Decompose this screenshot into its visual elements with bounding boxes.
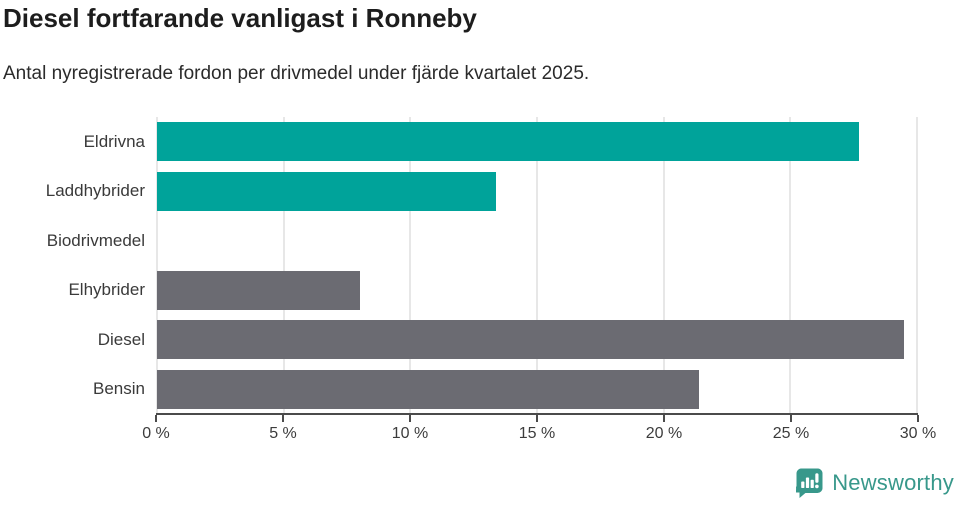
newsworthy-chart-speech-bubble-icon <box>796 468 823 498</box>
chart-title: Diesel fortfarande vanligast i Ronneby <box>3 3 477 33</box>
x-axis-tick-0 <box>155 415 157 422</box>
x-axis-tick-25 <box>790 415 792 422</box>
x-axis-tick-label-0: 0 % <box>142 425 170 442</box>
category-label-diesel: Diesel <box>97 329 145 349</box>
x-axis-tick-15 <box>536 415 538 422</box>
category-label-biodrivmedel: Biodrivmedel <box>46 230 145 250</box>
category-label-elhybrider: Elhybrider <box>68 280 145 300</box>
gridline-0 <box>156 117 158 414</box>
gridline-30 <box>916 117 918 414</box>
bar-diesel <box>157 320 905 360</box>
bar-eldrivna <box>157 122 859 162</box>
x-axis-tick-label-10: 10 % <box>391 425 429 442</box>
x-axis-tick-label-15: 15 % <box>518 425 556 442</box>
newsworthy-logo-link[interactable]: Newsworthy <box>796 468 954 498</box>
x-axis-tick-30 <box>917 415 919 422</box>
x-axis-tick-10 <box>409 415 411 422</box>
category-label-bensin: Bensin <box>93 379 145 399</box>
x-axis-tick-label-25: 25 % <box>772 425 810 442</box>
x-axis-tick-20 <box>663 415 665 422</box>
x-axis: 0 % 5 % 10 % 15 % 20 % 25 % 30 % <box>142 413 936 455</box>
gridline-5 <box>282 117 285 414</box>
gridline-20 <box>662 117 665 414</box>
gridline-10 <box>409 117 412 414</box>
x-axis-tick-label-20: 20 % <box>645 425 683 442</box>
newsworthy-wordmark: Newsworthy <box>832 470 954 495</box>
category-label-eldrivna: Eldrivna <box>83 131 145 151</box>
y-axis-labels: Eldrivna Laddhybrider Biodrivmedel Elhybrid… <box>0 117 145 414</box>
bar-bensin <box>157 369 700 409</box>
x-axis-tick-label-5: 5 % <box>269 425 297 442</box>
category-label-laddhybrider: Laddhybrider <box>45 181 145 201</box>
bar-laddhybrider <box>157 171 497 211</box>
x-axis-tick-label-30: 30 % <box>899 425 937 442</box>
x-axis-tick-5 <box>282 415 284 422</box>
gridline-25 <box>789 117 792 414</box>
bar-elhybrider <box>157 270 360 310</box>
chart-subtitle: Antal nyregistrerade fordon per drivmede… <box>3 63 590 84</box>
bar-chart-plot-area <box>156 117 918 414</box>
gridline-15 <box>536 117 538 414</box>
